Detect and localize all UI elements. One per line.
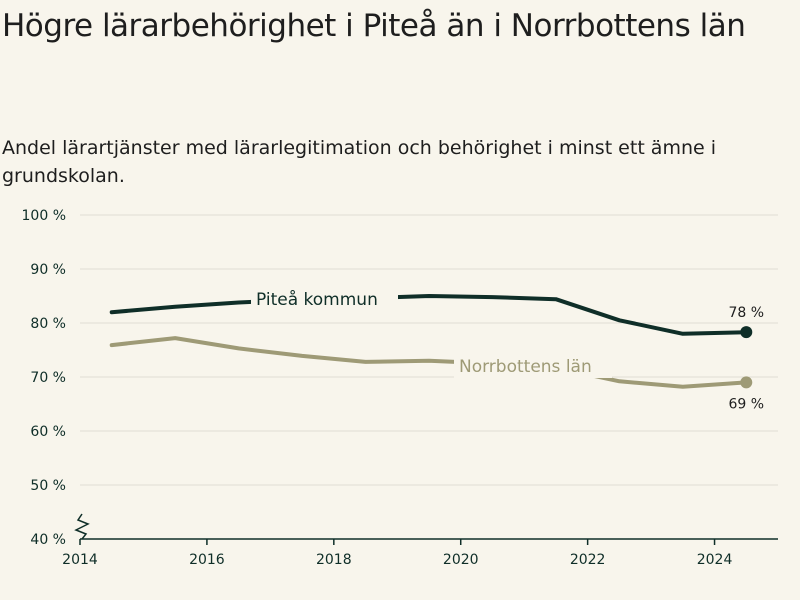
x-tick-label: 2014	[62, 552, 98, 568]
series-line	[109, 336, 749, 389]
gridlines	[80, 214, 778, 486]
series-name-label: Norrbottens län	[459, 357, 592, 377]
series-end-point	[740, 326, 753, 339]
chart-title: Högre lärarbehörighet i Piteå än i Norrb…	[2, 8, 746, 44]
x-axis: 2014 2016 2018 2020 2022 2024	[62, 513, 778, 568]
y-tick-label: 80 %	[30, 316, 66, 332]
end-value-label: 69 %	[728, 396, 764, 412]
x-tick-label: 2024	[697, 552, 733, 568]
y-tick-label: 70 %	[30, 370, 66, 386]
axis-break-mark	[74, 513, 90, 540]
x-tick-label: 2020	[443, 552, 479, 568]
x-tick-label: 2018	[316, 552, 352, 568]
y-axis-ticks: 40 % 50 % 60 % 70 % 80 % 90 % 100 %	[22, 208, 66, 548]
series-label-bg	[454, 356, 612, 378]
series-label-bg	[251, 289, 398, 311]
series-group: Piteå kommun 78 % Norrbottens län 69 %	[109, 289, 764, 412]
y-tick-label: 60 %	[30, 424, 66, 440]
y-tick-label: 90 %	[30, 262, 66, 278]
series-name-label: Piteå kommun	[256, 289, 378, 310]
series-end-point	[740, 376, 753, 389]
chart-subtitle: Andel lärartjänster med lärarlegitimatio…	[2, 137, 717, 187]
y-tick-label: 50 %	[30, 478, 66, 494]
x-tick-label: 2022	[570, 552, 606, 568]
x-tick-label: 2016	[189, 552, 225, 568]
y-tick-label: 100 %	[22, 208, 66, 224]
y-tick-label: 40 %	[30, 532, 66, 548]
end-value-label: 78 %	[728, 305, 764, 321]
series-line	[109, 294, 749, 336]
